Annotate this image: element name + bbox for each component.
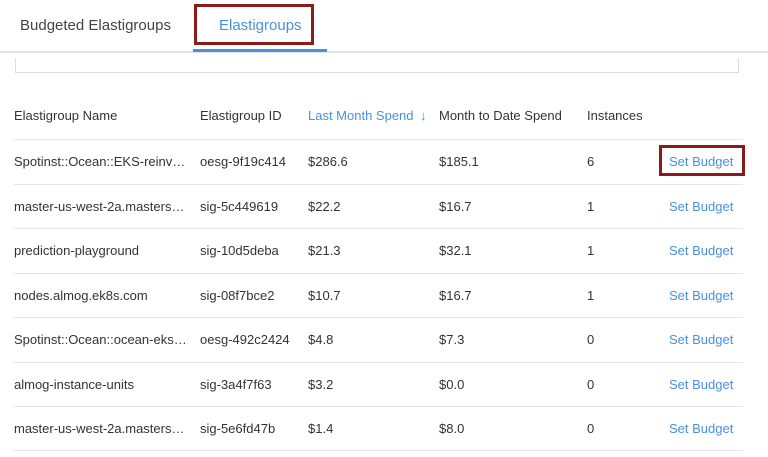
column-header-instances[interactable]: Instances: [587, 108, 643, 123]
elastigroup-name: Spotinst::Ocean::EKS-reinv…: [14, 154, 186, 169]
month-to-date-spend: $16.7: [439, 287, 472, 303]
set-budget-button[interactable]: Set Budget: [669, 198, 734, 214]
set-budget-button[interactable]: Set Budget: [669, 376, 734, 392]
month-to-date-spend: $0.0: [439, 376, 465, 392]
last-month-spend: $286.6: [308, 154, 348, 169]
month-to-date-spend: $32.1: [439, 243, 472, 258]
column-header-month-to-date-spend[interactable]: Month to Date Spend: [439, 108, 562, 123]
tab-divider: [0, 51, 768, 53]
set-budget-button[interactable]: Set Budget: [669, 243, 734, 258]
instances-count: 6: [587, 154, 595, 169]
month-to-date-spend: $16.7: [439, 198, 472, 214]
set-budget-button[interactable]: Set Budget: [669, 154, 734, 169]
elastigroup-id: sig-5e6fd47b: [200, 421, 276, 436]
table-row: Spotinst::Ocean::EKS-reinv… oesg-9f19c414…: [14, 139, 743, 184]
table-row: prediction-playground sig-10d5deba $21.3 $3…: [14, 228, 743, 273]
instances-count: 0: [587, 376, 595, 392]
elastigroup-name: almog-instance-units: [14, 376, 134, 392]
elastigroup-id: oesg-492c2424: [200, 332, 290, 347]
set-budget-button[interactable]: Set Budget: [669, 421, 734, 436]
elastigroup-id: sig-5c449619: [200, 198, 279, 214]
elastigroup-id: sig-10d5deba: [200, 243, 279, 258]
column-header-last-month-spend[interactable]: Last Month Spend: [308, 108, 414, 123]
last-month-spend: $22.2: [308, 198, 341, 214]
month-to-date-spend: $8.0: [439, 421, 465, 436]
column-header-id[interactable]: Elastigroup ID: [200, 108, 282, 123]
month-to-date-spend: $7.3: [439, 332, 465, 347]
table-row: master-us-west-2a.masters… sig-5e6fd47b $1…: [14, 406, 743, 451]
last-month-spend: $1.4: [308, 421, 334, 436]
set-budget-button[interactable]: Set Budget: [669, 332, 734, 347]
instances-count: 0: [587, 421, 595, 436]
last-month-spend: $10.7: [308, 287, 341, 303]
arrow-down-icon[interactable]: ↓: [420, 108, 427, 123]
table-row: almog-instance-units sig-3a4f7f63 $3.2 $0.0…: [14, 361, 743, 407]
table-row: nodes.almog.ek8s.com sig-08f7bce2 $10.7 $16…: [14, 272, 743, 318]
elastigroup-name: master-us-west-2a.masters…: [14, 198, 185, 214]
elastigroup-name: master-us-west-2a.masters…: [14, 421, 185, 436]
elastigroup-id: sig-3a4f7f63: [200, 376, 272, 392]
column-header-name[interactable]: Elastigroup Name: [14, 108, 118, 123]
active-tab-underline: [193, 49, 327, 52]
filter-panel: [15, 58, 739, 73]
last-month-spend: $4.8: [308, 332, 334, 347]
last-month-spend: $3.2: [308, 376, 334, 392]
table-row: master-us-west-2a.masters… sig-5c449619 $2…: [14, 183, 743, 229]
instances-count: 1: [587, 243, 595, 258]
elastigroup-name: prediction-playground: [14, 243, 140, 258]
instances-count: 1: [587, 287, 595, 303]
elastigroup-id: sig-08f7bce2: [200, 287, 275, 303]
table-row: Spotinst::Ocean::ocean-eks… oesg-492c2424…: [14, 317, 743, 362]
elastigroup-name: nodes.almog.ek8s.com: [14, 287, 148, 303]
instances-count: 1: [587, 198, 595, 214]
set-budget-button[interactable]: Set Budget: [669, 287, 734, 303]
instances-count: 0: [587, 332, 595, 347]
tab-highlight-box: [194, 4, 314, 45]
elastigroup-id: oesg-9f19c414: [200, 154, 287, 169]
tab-budgeted-elastigroups[interactable]: Budgeted Elastigroups: [20, 17, 171, 34]
month-to-date-spend: $185.1: [439, 154, 479, 169]
set-budget-highlight-box: [659, 145, 745, 176]
last-month-spend: $21.3: [308, 243, 341, 258]
table-bottom-border: [14, 450, 743, 451]
elastigroup-name: Spotinst::Ocean::ocean-eks…: [14, 332, 187, 347]
tab-elastigroups[interactable]: Elastigroups: [219, 17, 302, 34]
